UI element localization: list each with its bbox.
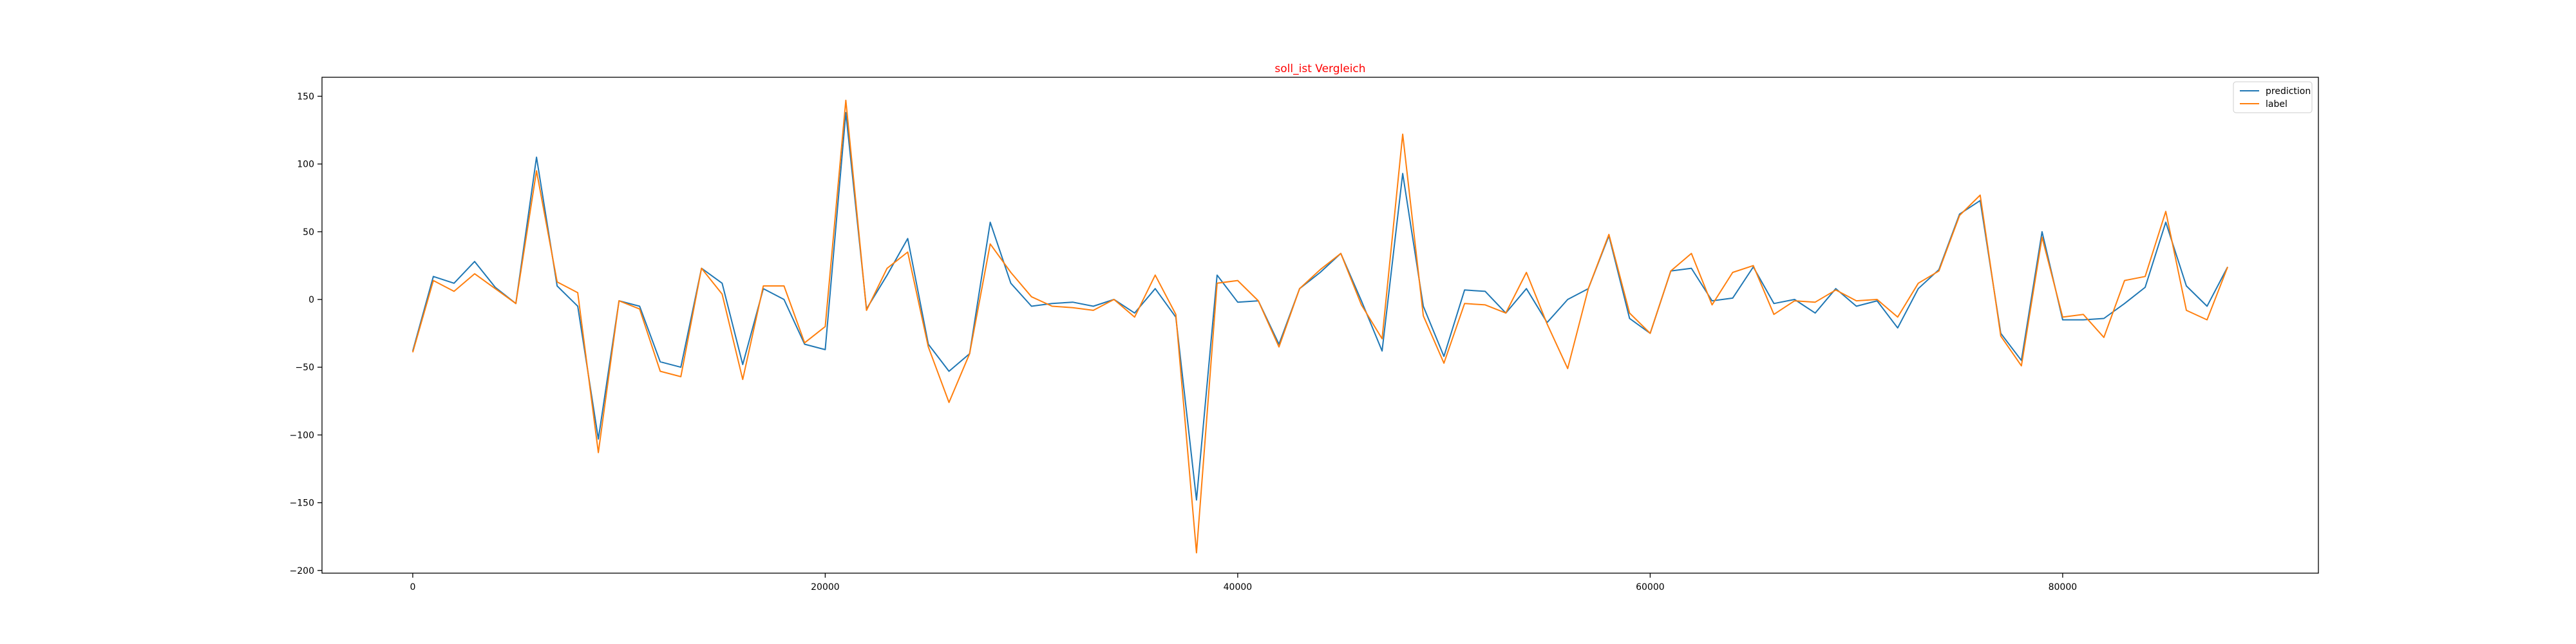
axes-frame	[321, 77, 2319, 574]
y-tick-label: 150	[297, 91, 314, 102]
x-tick-label: 60000	[1636, 582, 1665, 592]
y-tick-label: 50	[303, 227, 314, 238]
legend-box	[2233, 81, 2313, 113]
x-tick-label: 80000	[2049, 582, 2078, 592]
x-tick-label: 0	[410, 582, 415, 592]
plot-lines	[412, 99, 2229, 554]
chart-title: soll_ist Vergleich	[1274, 62, 1365, 75]
y-tick-label: 0	[308, 295, 314, 305]
y-tick-label: −50	[295, 363, 314, 373]
y-tick-label: −100	[290, 430, 314, 440]
series-line-label	[412, 99, 2229, 554]
y-tick-label: −150	[290, 498, 314, 509]
y-tick-label: 100	[297, 160, 314, 170]
series-line-prediction	[412, 111, 2228, 501]
y-tick-label: −200	[290, 566, 314, 576]
legend: prediction label	[2233, 81, 2313, 113]
axes-ticks: 0 20000 40000 60000 80000 −200 −150 −100 −50 0 50 1…	[290, 91, 2078, 592]
x-tick-label: 20000	[811, 582, 840, 592]
x-tick-label: 40000	[1224, 582, 1253, 592]
legend-label-prediction: prediction	[2266, 86, 2311, 97]
legend-label-label: label	[2266, 99, 2287, 109]
